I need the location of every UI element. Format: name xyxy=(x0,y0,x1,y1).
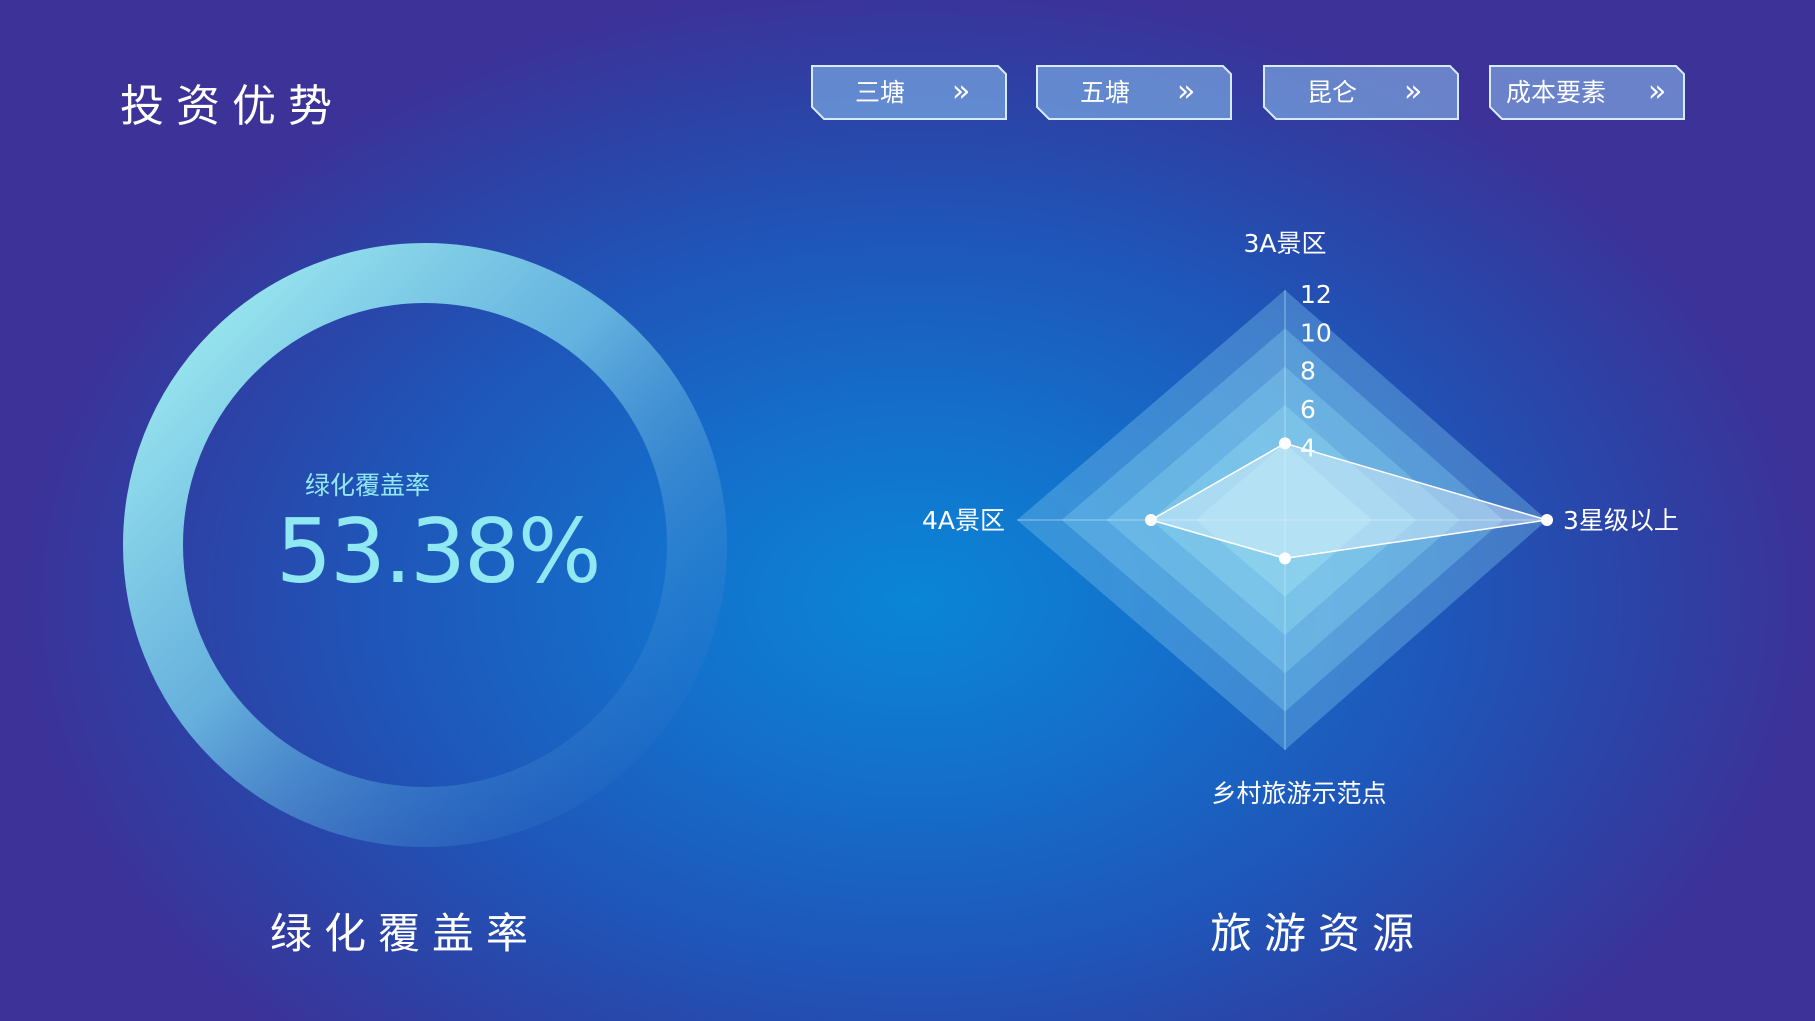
nav-button-santang[interactable]: 三塘 » xyxy=(810,64,1008,121)
green-coverage-gauge xyxy=(123,243,727,847)
radar-tick-label: 6 xyxy=(1300,395,1316,424)
radar-axis-label: 3A景区 xyxy=(1243,229,1326,258)
radar-data-point xyxy=(1279,437,1291,450)
radar-tick-label: 10 xyxy=(1300,318,1332,347)
radar-section-title: 旅游资源 xyxy=(1210,909,1427,958)
radar-axis-label: 3星级以上 xyxy=(1563,506,1679,535)
radar-tick-label: 4 xyxy=(1300,433,1316,462)
radar-data xyxy=(1145,437,1553,565)
radar-tick-label: 8 xyxy=(1300,357,1316,386)
radar-data-point xyxy=(1279,552,1291,565)
radar-axis-label: 乡村旅游示范点 xyxy=(1211,779,1386,808)
nav-button-frame xyxy=(811,65,1007,120)
gauge-section-title: 绿化覆盖率 xyxy=(270,909,541,958)
double-chevron-right-icon: » xyxy=(952,74,971,109)
gauge-value: 53.38% xyxy=(276,500,602,603)
nav-button-label: 昆仑 xyxy=(1307,78,1358,107)
gauge-caption: 绿化覆盖率 xyxy=(305,471,431,500)
radar-tick-labels: 4 6 8 10 12 xyxy=(1300,280,1332,462)
nav-button-label: 成本要素 xyxy=(1506,78,1607,107)
radar-data-point xyxy=(1145,514,1157,526)
radar-data-point xyxy=(1541,514,1553,526)
gauge-ring xyxy=(123,243,727,847)
nav-button-frame xyxy=(1263,65,1459,120)
nav-button-kunlun[interactable]: 昆仑 » xyxy=(1262,64,1460,121)
nav-button-frame xyxy=(1489,65,1685,120)
nav-button-label: 五塘 xyxy=(1080,78,1131,107)
nav-button-label: 三塘 xyxy=(855,78,906,107)
double-chevron-right-icon: » xyxy=(1404,74,1423,109)
nav-button-frame xyxy=(1036,65,1232,120)
radar-tick-label: 12 xyxy=(1300,280,1332,309)
page-title: 投资优势 xyxy=(120,81,344,132)
nav-button-cost-factors[interactable]: 成本要素 » xyxy=(1488,64,1686,121)
double-chevron-right-icon: » xyxy=(1177,74,1196,109)
double-chevron-right-icon: » xyxy=(1648,74,1667,109)
nav-button-wutang[interactable]: 五塘 » xyxy=(1035,64,1233,121)
radar-axis-label: 4A景区 xyxy=(922,506,1005,535)
